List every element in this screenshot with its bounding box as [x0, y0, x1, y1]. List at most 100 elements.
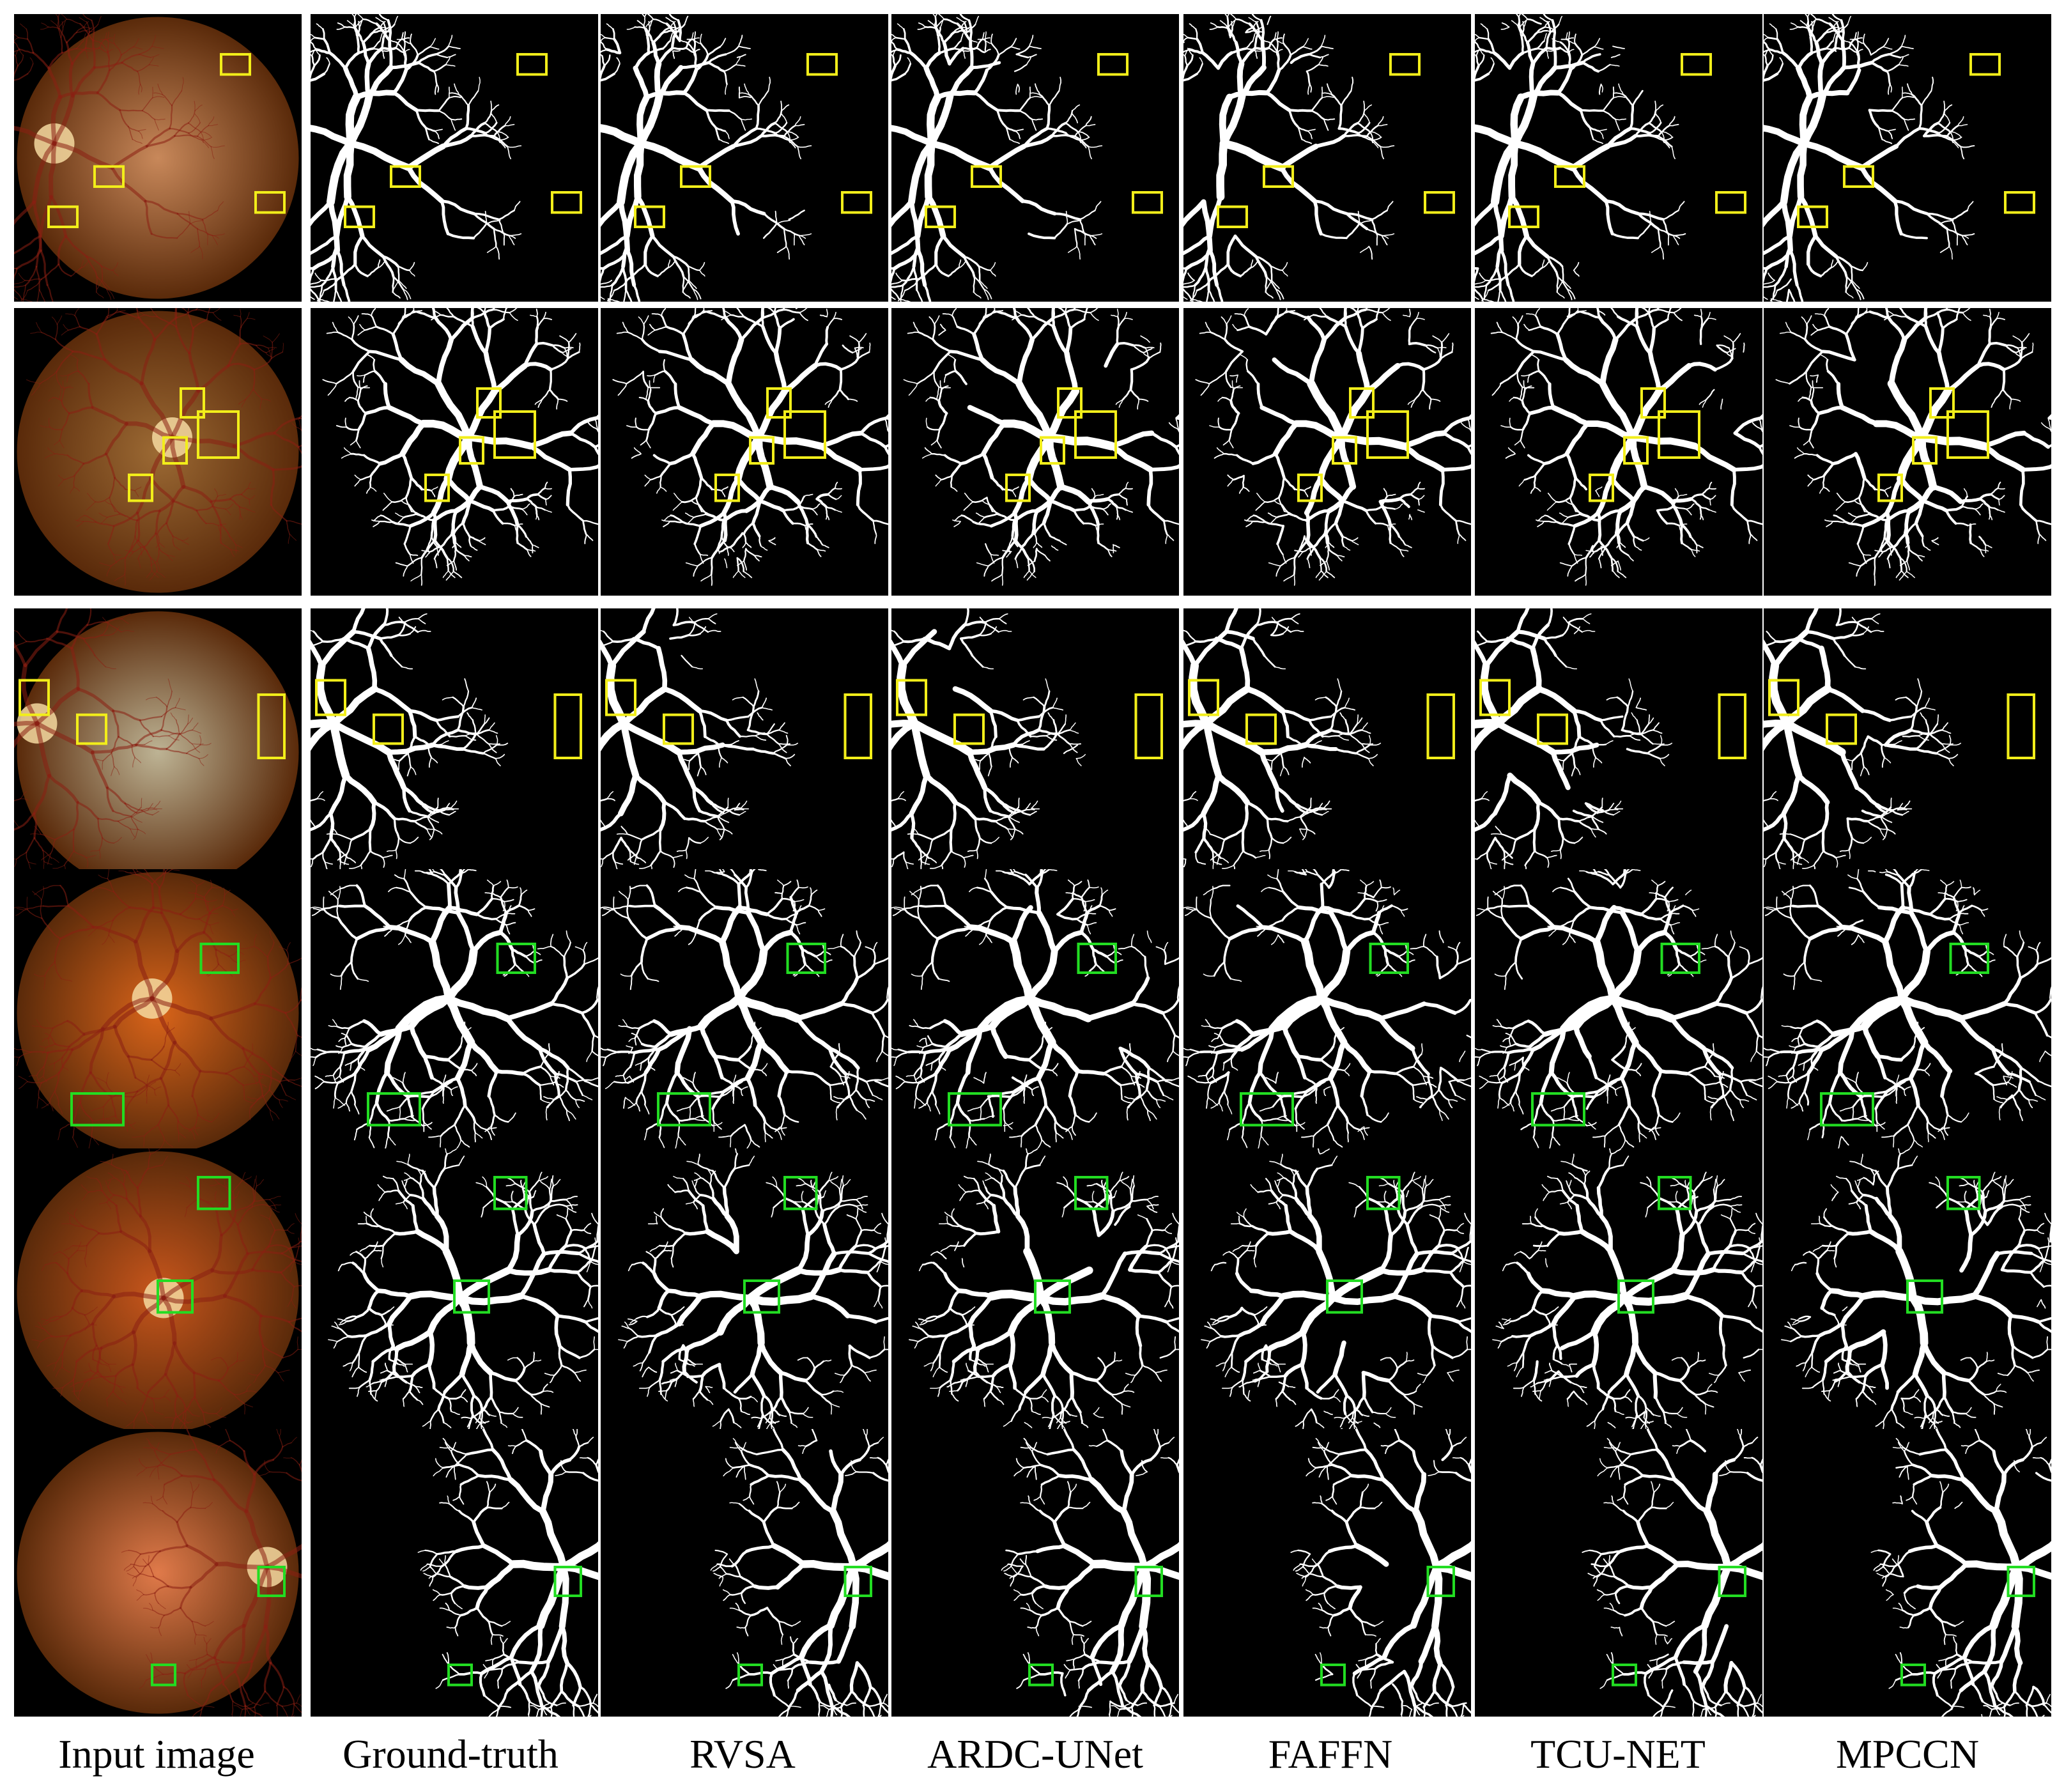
vessel	[1789, 425, 1801, 428]
vessel	[1251, 14, 1262, 22]
vessel	[133, 829, 139, 840]
vessel	[1226, 235, 1237, 266]
panel-background	[1183, 14, 1471, 302]
vessel	[1521, 389, 1526, 402]
vessel	[972, 497, 988, 504]
vessel	[1764, 72, 1779, 82]
vessel	[1941, 318, 1958, 330]
vessel	[1599, 336, 1619, 387]
vessel	[1826, 359, 1830, 373]
vessel	[477, 308, 486, 314]
vessel	[601, 72, 615, 82]
vessel	[722, 310, 732, 316]
vessel	[488, 722, 495, 731]
vessel	[1306, 315, 1327, 342]
vessel	[1807, 479, 1814, 487]
vessel	[360, 385, 368, 390]
vessel	[1687, 362, 1717, 372]
vessel	[1306, 64, 1320, 72]
vessel	[601, 54, 606, 67]
vessel	[1523, 474, 1536, 481]
vessel	[975, 15, 980, 25]
vessel	[1523, 323, 1530, 331]
vessel	[1344, 308, 1367, 320]
vessel	[95, 333, 106, 361]
vessel	[923, 65, 941, 100]
vessel	[941, 385, 949, 390]
vessel	[134, 757, 141, 764]
vessel	[1701, 487, 1710, 495]
vessel	[1089, 506, 1104, 510]
vessel	[1797, 140, 1808, 201]
vessel	[1730, 504, 1749, 522]
vessel	[1307, 128, 1316, 132]
vessel	[1029, 45, 1042, 49]
vessel	[1807, 234, 1817, 266]
vessel	[135, 477, 153, 514]
vessel	[1217, 26, 1229, 30]
vessel	[357, 389, 362, 402]
vessel	[241, 493, 250, 500]
vessel	[1026, 308, 1036, 318]
vessel	[799, 308, 808, 314]
vessel	[347, 92, 373, 148]
vessel	[347, 140, 412, 171]
vessel	[144, 532, 157, 548]
vessel	[681, 521, 702, 527]
highlight-box	[1553, 165, 1586, 189]
vessel	[417, 613, 428, 620]
vessel	[105, 666, 116, 670]
vessel	[891, 54, 897, 67]
vessel	[1330, 93, 1343, 107]
vessel	[568, 333, 577, 343]
vessel	[525, 493, 539, 500]
vessel	[987, 144, 1027, 171]
vessel	[76, 687, 115, 713]
vessel	[328, 773, 348, 816]
vessel	[1566, 500, 1574, 506]
vessel	[1789, 371, 1808, 385]
vessel	[113, 837, 122, 844]
vessel	[534, 399, 543, 405]
vessel	[1051, 308, 1055, 328]
vessel	[616, 331, 629, 334]
panel-ground-truth-row-2	[311, 308, 598, 596]
vessel	[925, 194, 946, 239]
vessel	[699, 626, 707, 635]
vessel	[1532, 350, 1568, 362]
vessel	[1957, 116, 1964, 127]
panel-ground-truth-row-3	[311, 608, 598, 896]
vessel	[1808, 440, 1814, 449]
vessel	[212, 506, 226, 510]
vessel	[433, 70, 438, 86]
vessel	[19, 23, 27, 29]
vessel	[138, 54, 151, 58]
vessel	[348, 865, 362, 869]
vessel	[132, 139, 143, 144]
vessel	[762, 212, 785, 230]
vessel	[1822, 462, 1835, 477]
vessel	[130, 815, 139, 830]
vessel	[1817, 325, 1831, 331]
vessel	[1183, 36, 1189, 42]
vessel	[2010, 398, 2021, 402]
vessel	[1571, 557, 1587, 567]
vessel	[41, 853, 51, 861]
vessel	[86, 21, 90, 33]
vessel	[1969, 523, 1972, 545]
vessel	[107, 513, 120, 518]
vessel	[51, 316, 58, 325]
vessel	[261, 399, 271, 402]
vessel	[1375, 308, 1380, 320]
vessel	[326, 331, 339, 334]
vessel	[1073, 509, 1085, 525]
vessel	[1597, 64, 1611, 72]
vessel	[1799, 426, 1813, 431]
vessel	[1255, 50, 1258, 59]
vessel	[626, 425, 638, 428]
vessel	[1124, 311, 1127, 319]
vessel	[1409, 318, 1418, 328]
vessel	[1069, 318, 1086, 330]
vessel	[107, 525, 115, 545]
vessel	[342, 637, 370, 651]
